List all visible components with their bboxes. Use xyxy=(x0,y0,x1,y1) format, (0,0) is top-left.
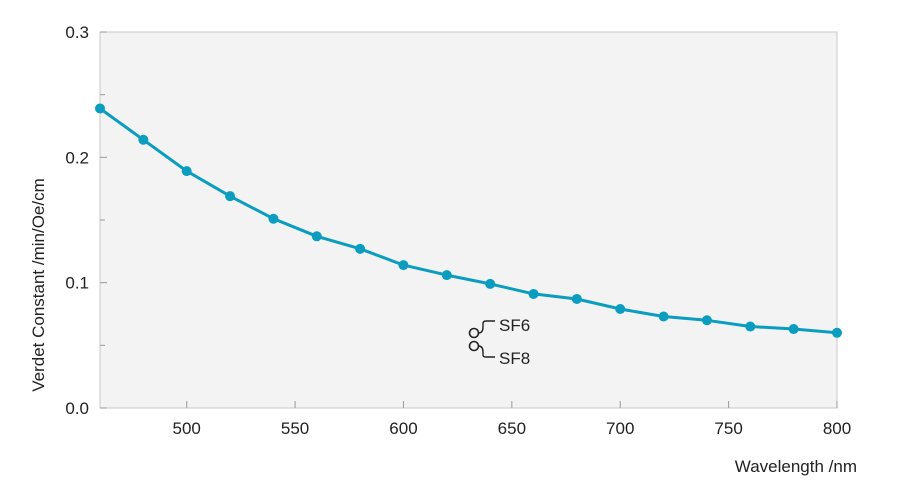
data-point xyxy=(832,327,842,338)
data-point xyxy=(268,213,279,224)
y-tick-label: 0.1 xyxy=(65,274,89,293)
y-tick-label: 0.2 xyxy=(65,148,89,167)
legend-bracket xyxy=(478,320,495,334)
data-point xyxy=(138,134,149,145)
data-point xyxy=(398,260,409,271)
x-tick-label: 650 xyxy=(498,419,526,438)
series-line xyxy=(98,107,839,335)
plot-area xyxy=(99,31,838,409)
data-point xyxy=(571,293,582,304)
legend-bracket xyxy=(478,345,495,358)
data-point xyxy=(225,191,236,202)
data-point xyxy=(95,103,105,114)
data-point xyxy=(658,311,669,322)
data-point xyxy=(441,270,452,281)
data-point xyxy=(615,303,626,314)
data-point xyxy=(528,288,539,299)
y-axis-label: Verdet Constant /min/Oe/cm xyxy=(29,178,48,392)
y-tick-label: 0.0 xyxy=(65,399,89,418)
y-axis: 0.0 0.1 0.2 0.3 xyxy=(65,23,107,418)
series-layer xyxy=(95,103,842,338)
x-tick-label: 500 xyxy=(173,419,201,438)
x-tick-label: 750 xyxy=(714,419,742,438)
legend-label-sf6: SF6 xyxy=(499,316,530,335)
x-tick-label: 600 xyxy=(389,419,417,438)
x-axis-label: Wavelength /nm xyxy=(735,457,857,476)
x-axis: 500 550 600 650 700 750 800 xyxy=(173,401,851,438)
data-point xyxy=(355,243,366,254)
x-tick-label: 800 xyxy=(823,419,851,438)
data-point xyxy=(181,166,192,177)
y-tick-label: 0.3 xyxy=(65,23,89,42)
x-tick-label: 700 xyxy=(606,419,634,438)
data-point xyxy=(701,315,712,326)
data-point xyxy=(745,321,756,332)
data-point xyxy=(788,324,799,335)
x-tick-label: 550 xyxy=(281,419,309,438)
legend: SF6 SF8 xyxy=(468,316,530,368)
legend-label-sf8: SF8 xyxy=(499,349,530,368)
data-point xyxy=(311,231,322,242)
data-point xyxy=(485,278,496,289)
